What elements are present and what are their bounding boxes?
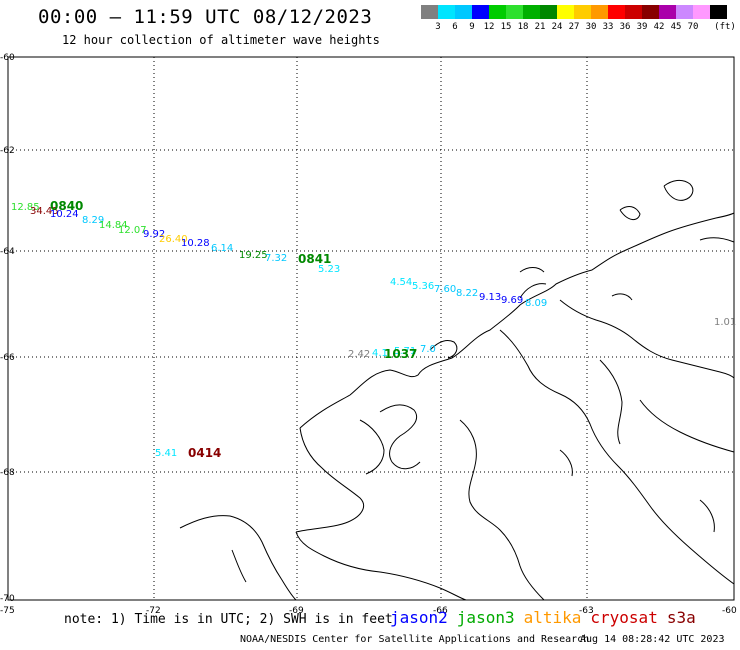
wave-height-value: 7.32 [265,253,287,264]
longitude-label: -69 [289,606,304,616]
longitude-label: -60 [722,606,737,616]
longitude-label: -72 [146,606,161,616]
scale-swatch [557,5,574,19]
wave-height-value: 26.40 [159,234,188,245]
wave-height-value: 5.71 [394,346,416,357]
pass-time-label: 0414 [188,446,221,460]
footer-credit: NOAA/NESDIS Center for Satellite Applica… [240,634,590,645]
latitude-label: -66 [0,353,15,363]
satellite-jason2: jason2 [390,608,448,627]
wave-height-value: 8.29 [82,215,104,226]
scale-label: 27 [568,22,580,32]
satellite-altika: altika [523,608,582,627]
wave-height-value: 9.13 [479,292,501,303]
pass-time-label: 1037 [384,347,417,361]
longitude-label: -75 [0,606,15,616]
satellite-cryosat: cryosat [590,608,658,627]
wave-height-value: 2.42 [348,349,370,360]
wave-height-observations: 12.8534.4510.248.2914.8412.079.9226.4010… [11,202,736,459]
wave-height-value: 34.45 [30,206,59,217]
latitude-label: -70 [0,594,15,604]
latitude-label: -68 [0,468,15,478]
pass-time-label: 0840 [50,199,83,213]
scale-label: 12 [483,22,495,32]
wave-height-value: 12.85 [11,202,40,213]
scale-swatch [710,5,727,19]
latitude-label: -60 [0,53,15,63]
scale-swatch [693,5,710,19]
map-subtitle: 12 hour collection of altimeter wave hei… [62,33,380,47]
wave-height-value: 1.01 [714,317,736,328]
scale-swatch [455,5,472,19]
pass-time-labels: 0840 0841 1037 0414 [50,199,417,460]
scale-label: 15 [500,22,512,32]
satellite-legend: jason2 jason3 altika cryosat s3a [390,608,705,627]
wave-height-value: 4.54 [390,277,412,288]
scale-label: 18 [517,22,529,32]
pass-time-label: 0841 [298,252,331,266]
scale-label: 21 [534,22,546,32]
scale-swatch [506,5,523,19]
scale-swatch [574,5,591,19]
scale-label: 33 [602,22,614,32]
wave-height-value: 4.1 [372,348,388,359]
graticule [8,57,734,600]
scale-swatch [625,5,642,19]
wave-height-value: 10.28 [181,238,210,249]
scale-label: 39 [636,22,648,32]
scale-swatch [642,5,659,19]
wave-height-value: 8.09 [525,298,547,309]
satellite-jason3: jason3 [456,608,515,627]
scale-swatch [591,5,608,19]
wave-height-value: 9.92 [143,229,165,240]
wave-height-value: 14.84 [99,220,128,231]
footer-timestamp: Aug 14 08:28:42 UTC 2023 [580,634,725,645]
wave-height-value: 5.41 [155,448,177,459]
longitude-labels: -75 -72 -69 -66 -63 -60 [0,606,737,616]
wave-height-value: 5.36 [412,281,434,292]
wave-height-value: 9.69 [501,295,523,306]
scale-swatch [438,5,455,19]
scale-swatch [489,5,506,19]
longitude-label: -66 [433,606,448,616]
scale-swatch [676,5,693,19]
scale-label: 45 [670,22,682,32]
footer-note: note: 1) Time is in UTC; 2) SWH is in fe… [64,612,393,627]
scale-label: 9 [469,22,475,32]
scale-swatch [421,5,438,19]
scale-swatch [472,5,489,19]
wave-height-value: 8.22 [456,288,478,299]
map-title: 00:00 – 11:59 UTC 08/12/2023 [38,6,373,28]
scale-label: 42 [653,22,665,32]
scale-swatch [523,5,540,19]
coastline [179,179,735,601]
wave-height-value: 12.07 [118,225,147,236]
scale-label: 24 [551,22,563,32]
scale-label: 70 [687,22,699,32]
wave-height-value: 19.25 [239,250,268,261]
scale-swatch [608,5,625,19]
scale-label: 6 [452,22,458,32]
scale-label: 30 [585,22,597,32]
latitude-labels: -60 -62 -64 -66 -68 -70 [0,53,15,604]
latitude-label: -64 [0,247,15,257]
wave-height-value: 7.60 [434,284,456,295]
wave-height-value: 10.24 [50,209,79,220]
longitude-label: -63 [579,606,594,616]
map-frame [7,56,735,601]
scale-unit: (ft) [714,22,736,32]
scale-label: 3 [435,22,441,32]
scale-swatch [659,5,676,19]
wave-height-value: 5.23 [318,264,340,275]
satellite-s3a: s3a [666,608,696,627]
scale-swatch [540,5,557,19]
wave-height-value: 7.0 [420,344,436,355]
latitude-label: -62 [0,146,15,156]
scale-label: 36 [619,22,631,32]
wave-height-value: 6.14 [211,243,233,254]
